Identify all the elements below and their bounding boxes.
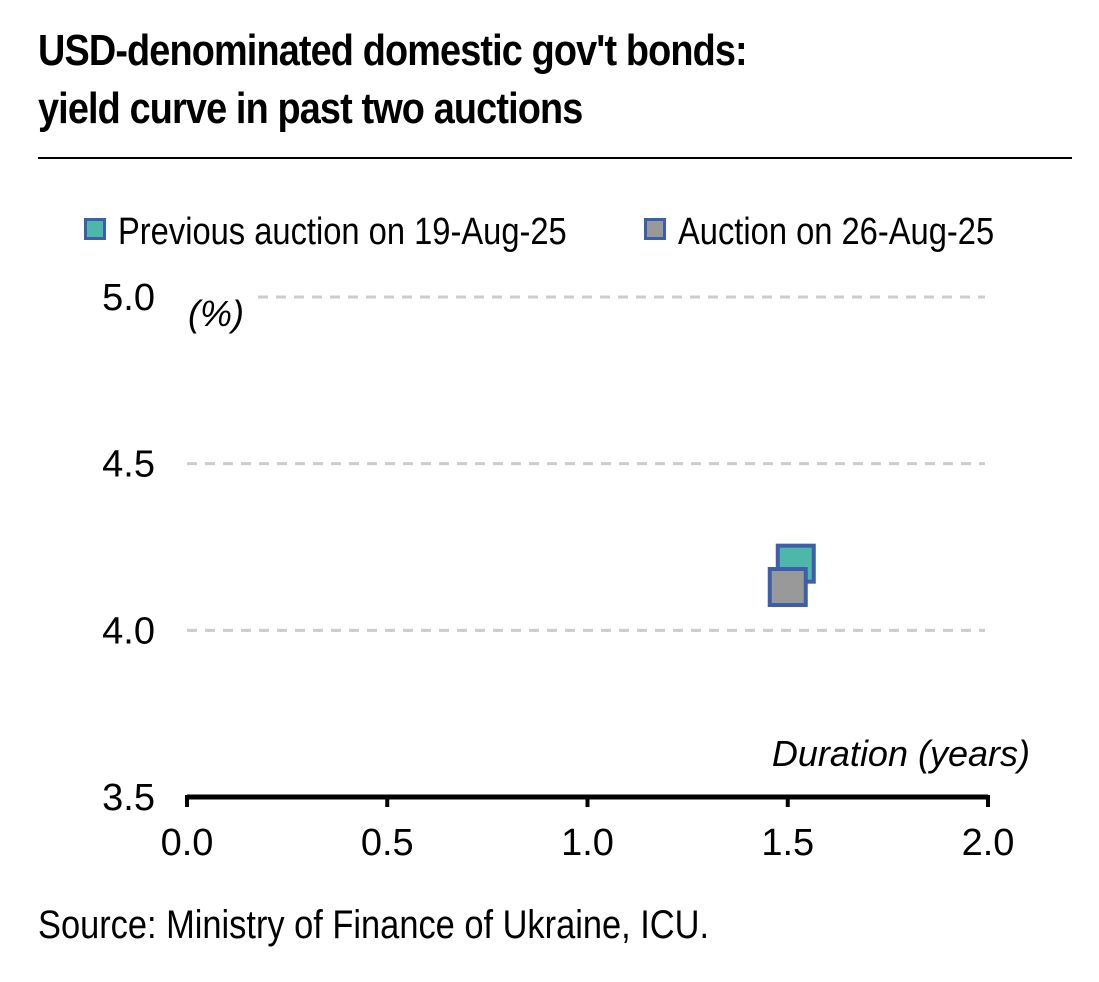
y-axis-ticks: 3.5 4.0 4.5 5.0	[102, 277, 155, 819]
source-note: Source: Ministry of Finance of Ukraine, …	[38, 903, 710, 947]
legend-swatch-previous-auction	[84, 218, 106, 240]
y-tick-label-2: 4.5	[102, 444, 155, 486]
data-points	[767, 543, 816, 607]
scatter-chart: 3.5 4.0 4.5 5.0 0.0 0.5 1.0 1.5 2.0 (%) Duratio…	[102, 277, 1030, 864]
chart-title: USD-denominated domestic gov't bonds: yi…	[38, 22, 924, 138]
y-tick-label-0: 3.5	[102, 777, 155, 819]
y-tick-label-3: 5.0	[102, 277, 155, 319]
legend-label-auction: Auction on 26-Aug-25	[678, 211, 995, 253]
y-tick-label-1: 4.0	[102, 610, 155, 652]
legend-label-previous-auction: Previous auction on 19-Aug-25	[118, 211, 567, 253]
chart-title-line-1: USD-denominated domestic gov't bonds:	[38, 26, 748, 75]
x-axis-label: Duration (years)	[772, 733, 1030, 774]
x-tick-label-0: 0.0	[161, 822, 214, 864]
data-point-series-1-0	[767, 567, 808, 607]
x-axis: 0.0 0.5 1.0 1.5 2.0	[161, 794, 1015, 864]
grid-lines	[187, 295, 985, 632]
x-tick-label-2: 1.0	[561, 822, 614, 864]
x-tick-label-3: 1.5	[761, 822, 814, 864]
title-rule	[38, 157, 1072, 159]
x-tick-label-4: 2.0	[962, 822, 1015, 864]
x-tick-label-1: 0.5	[361, 822, 414, 864]
y-axis-label: (%)	[188, 293, 244, 334]
chart-title-line-2: yield curve in past two auctions	[38, 84, 583, 133]
legend-swatch-auction	[644, 218, 666, 240]
